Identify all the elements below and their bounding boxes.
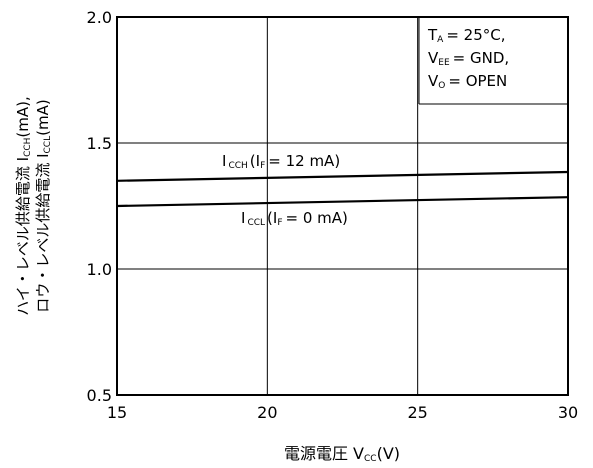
series-label-icch: I CCH (IF = 12 mA) bbox=[222, 152, 340, 171]
series-line-1 bbox=[116, 196, 569, 208]
x-tick-label-2: 25 bbox=[407, 403, 427, 422]
x-tick-label-0: 15 bbox=[107, 403, 127, 422]
series-line-0 bbox=[116, 170, 569, 182]
y-axis-label-line2: ロウ・レベル供給電流 ICCL(mA) bbox=[34, 99, 53, 312]
y-tick-labels: 0.5 1.0 1.5 2.0 bbox=[87, 8, 112, 405]
condition-vee: VEE = GND, bbox=[428, 49, 509, 68]
condition-vo: VO = OPEN bbox=[428, 72, 507, 91]
y-tick-label-1: 1.0 bbox=[87, 260, 112, 279]
y-axis-label-line1: ハイ・レベル供給電流 ICCH(mA), bbox=[14, 96, 33, 316]
condition-ta: TA = 25°C, bbox=[427, 26, 506, 45]
grid bbox=[117, 17, 568, 395]
y-tick-label-2: 1.5 bbox=[87, 134, 112, 153]
series-label-iccl: I CCL (IF = 0 mA) bbox=[241, 209, 348, 228]
condition-box: TA = 25°C, VEE = GND, VO = OPEN bbox=[418, 17, 568, 105]
x-tick-label-1: 20 bbox=[257, 403, 277, 422]
x-tick-labels: 15 20 25 30 bbox=[107, 403, 578, 422]
series-lines bbox=[116, 170, 569, 208]
y-axis-label: ハイ・レベル供給電流 ICCH(mA), ロウ・レベル供給電流 ICCL(mA) bbox=[14, 96, 53, 316]
x-axis-label: 電源電圧 VCC(V) bbox=[284, 444, 400, 464]
y-tick-label-0: 0.5 bbox=[87, 386, 112, 405]
y-tick-label-3: 2.0 bbox=[87, 8, 112, 27]
x-tick-label-3: 30 bbox=[558, 403, 578, 422]
